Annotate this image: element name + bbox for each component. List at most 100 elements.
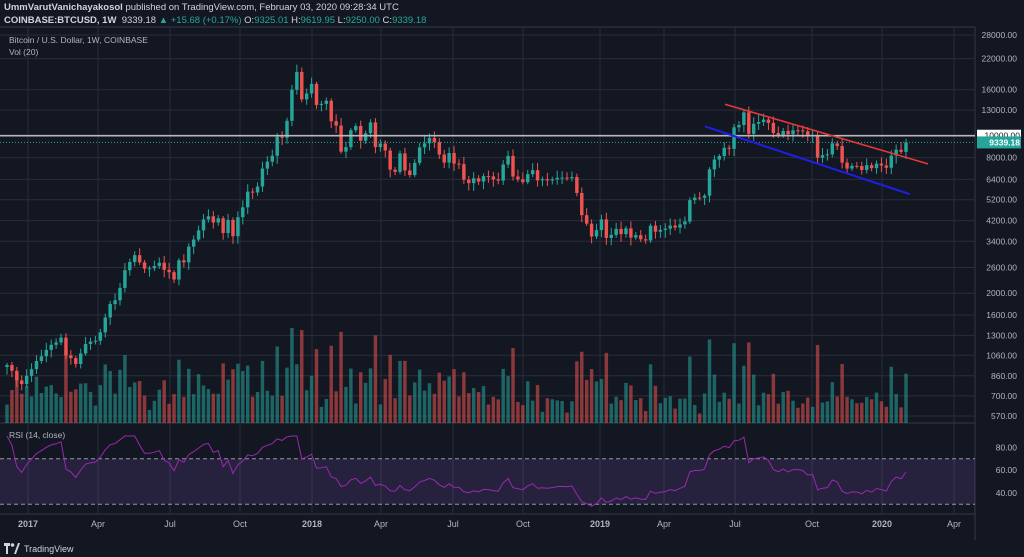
volume-bar	[815, 344, 820, 423]
time-tick-label: Apr	[947, 519, 961, 529]
candle	[884, 158, 889, 174]
rsi-band	[0, 458, 975, 505]
candle-body	[20, 380, 24, 385]
volume-bar	[791, 400, 795, 423]
candle-body	[501, 164, 505, 181]
candle-body	[309, 83, 314, 94]
candle	[609, 227, 613, 246]
tradingview-icon	[4, 543, 20, 554]
candle	[216, 215, 220, 226]
candle-body	[634, 235, 638, 238]
candle	[368, 119, 373, 138]
candle	[756, 114, 761, 130]
candle-body	[560, 177, 564, 179]
candle-body	[889, 155, 893, 168]
price-tick-label: 1600.00	[986, 310, 1017, 320]
candle-body	[206, 216, 211, 220]
candle-body	[609, 234, 613, 238]
volume-bar	[314, 349, 319, 423]
price-change: +15.68 (+0.17%)	[170, 15, 242, 26]
candle	[113, 293, 117, 310]
candle	[167, 262, 171, 279]
candle-body	[742, 112, 746, 125]
author-name[interactable]: UmmVarutVanichayakosol	[4, 2, 123, 13]
symbol[interactable]: COINBASE:BTCUSD, 1W	[4, 15, 117, 26]
volume-legend[interactable]: Vol (20)	[9, 47, 39, 57]
candle-body	[756, 122, 761, 124]
volume-bar	[133, 382, 137, 423]
candle	[658, 225, 663, 238]
volume-bar	[231, 369, 235, 423]
candle-body	[604, 219, 609, 238]
candle-body	[580, 192, 584, 216]
candle	[629, 221, 633, 246]
volume-bar	[619, 400, 623, 423]
candle	[74, 355, 78, 368]
tradingview-logo[interactable]: TradingView	[4, 543, 74, 554]
candle	[413, 159, 417, 178]
candle-body	[850, 165, 854, 169]
candle-body	[776, 133, 780, 136]
candle-body	[10, 364, 14, 371]
candle-body	[403, 153, 407, 171]
candle	[599, 214, 604, 238]
price-tick-label: 3400.00	[986, 236, 1017, 246]
volume-bar	[236, 363, 240, 423]
volume-bar	[123, 355, 127, 423]
price-tick-label: 28000.00	[982, 30, 1018, 40]
time-tick-label: Apr	[657, 519, 671, 529]
candle-body	[786, 130, 790, 135]
candle	[860, 161, 864, 175]
candle-body	[457, 163, 461, 165]
volume-bar	[648, 364, 653, 423]
volume-bar	[653, 385, 658, 423]
volume-bar	[5, 404, 9, 423]
candle-body	[526, 174, 530, 183]
volume-bar	[476, 392, 481, 423]
volume-bar	[432, 393, 437, 423]
candle	[34, 355, 39, 374]
candle	[265, 156, 270, 176]
candle-body	[801, 130, 805, 132]
price-tick-label: 8000.00	[986, 153, 1017, 163]
candle	[521, 172, 525, 185]
candle-body	[265, 161, 270, 169]
volume-bar	[113, 393, 117, 423]
candle	[668, 218, 672, 235]
candle	[172, 270, 176, 283]
candle-body	[467, 179, 471, 184]
candle-body	[88, 341, 93, 344]
volume-bar	[840, 364, 844, 423]
candle-body	[133, 255, 137, 263]
volume-bar	[697, 413, 702, 423]
volume-bar	[285, 367, 289, 423]
candle-body	[619, 228, 623, 235]
volume-bar	[643, 410, 648, 423]
candle-body	[182, 260, 186, 263]
volume-bar	[516, 401, 520, 423]
candle-body	[368, 122, 373, 134]
candle-body	[535, 170, 540, 181]
rsi-legend[interactable]: RSI (14, close)	[9, 430, 66, 440]
volume-bar	[462, 372, 466, 423]
series-legend[interactable]: Bitcoin / U.S. Dollar, 1W, COINBASE	[9, 35, 148, 45]
candle-body	[59, 337, 63, 343]
volume-bar	[565, 412, 569, 423]
volume-bar	[442, 380, 446, 423]
volume-bar	[850, 399, 854, 423]
candle	[457, 159, 461, 170]
candle	[49, 339, 53, 358]
candle	[820, 147, 825, 164]
volume-bar	[383, 379, 387, 423]
candle-body	[727, 147, 731, 149]
candle	[624, 225, 628, 238]
candle	[285, 117, 289, 144]
candle-body	[668, 225, 672, 229]
price-tick-label: 1300.00	[986, 330, 1017, 340]
candle-body	[74, 358, 78, 364]
candle	[722, 142, 726, 161]
candle	[103, 313, 107, 338]
candle	[712, 155, 717, 177]
candle	[476, 175, 481, 185]
